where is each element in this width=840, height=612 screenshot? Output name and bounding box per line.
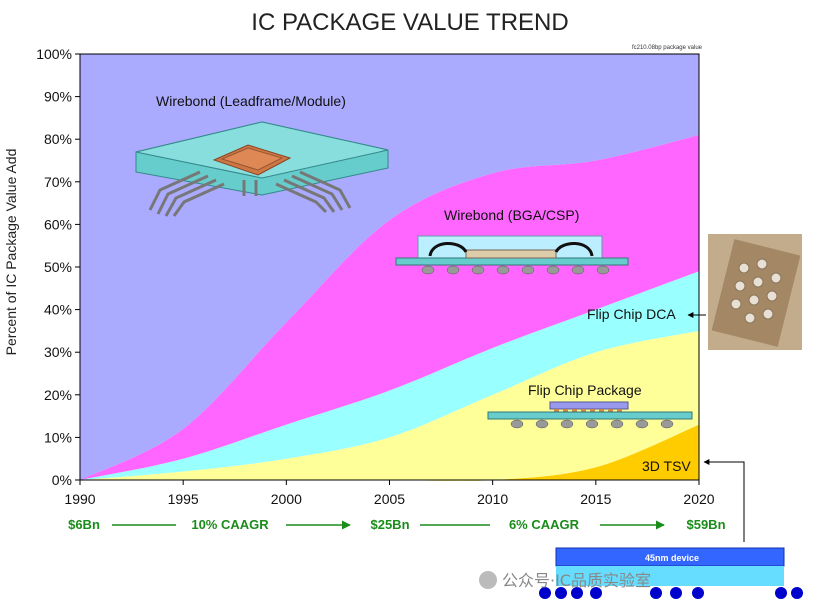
label-3d-tsv: 3D TSV <box>642 458 691 474</box>
y-tick-labels: 0% 10% 20% 30% 40% 50% 60% 70% 80% 90% 100% <box>36 46 72 488</box>
y-tick-label: 80% <box>44 131 72 147</box>
growth-cagr-1: 10% CAAGR <box>191 517 269 532</box>
y-tick-label: 0% <box>52 472 72 488</box>
label-wirebond-leadframe: Wirebond (Leadframe/Module) <box>156 93 346 109</box>
label-wirebond-bga: Wirebond (BGA/CSP) <box>444 207 579 223</box>
x-tick-label: 1990 <box>64 491 95 507</box>
area-wirebond-bga-csp <box>80 134 699 480</box>
y-tick-label: 50% <box>44 259 72 275</box>
watermark-text: 公众号·IC品质实验室 <box>502 571 651 590</box>
corner-note: fc210.08bp package value <box>632 45 703 51</box>
y-tick-label: 100% <box>36 46 72 62</box>
x-tick-labels: 1990 1995 2000 2005 2010 2015 2020 <box>64 491 714 507</box>
tsv-arrow <box>703 459 745 542</box>
y-tick-label: 70% <box>44 174 72 190</box>
y-tick-label: 30% <box>44 344 72 360</box>
y-tick-label: 10% <box>44 429 72 445</box>
wechat-icon <box>479 571 497 589</box>
bga-package-illustration <box>395 235 629 275</box>
chart-title: IC PACKAGE VALUE TREND <box>251 9 568 36</box>
x-tick-label: 2000 <box>271 491 302 507</box>
flip-chip-dca-photo <box>708 234 802 350</box>
label-flip-chip-dca: Flip Chip DCA <box>587 306 676 322</box>
growth-mid: $25Bn <box>370 517 409 532</box>
label-flip-chip-package: Flip Chip Package <box>528 382 642 398</box>
growth-cagr-2: 6% CAAGR <box>509 517 580 532</box>
growth-row: $6Bn 10% CAAGR $25Bn 6% CAAGR $59Bn <box>68 517 725 532</box>
x-tick-label: 2020 <box>683 491 714 507</box>
y-axis-label: Percent of IC Package Value Add <box>3 149 19 356</box>
y-tick-label: 20% <box>44 387 72 403</box>
watermark: 公众号·IC品质实验室 <box>479 571 651 590</box>
flipchip-package-illustration <box>487 401 693 429</box>
y-tick-label: 40% <box>44 302 72 318</box>
x-tick-label: 2015 <box>580 491 611 507</box>
leadframe-package-illustration <box>135 121 389 217</box>
area-3d-tsv <box>80 424 699 481</box>
y-tick-label: 90% <box>44 89 72 105</box>
axes <box>75 53 700 485</box>
x-tick-label: 2005 <box>374 491 405 507</box>
label-45nm-device: 45nm device <box>645 553 699 563</box>
growth-start: $6Bn <box>68 517 100 532</box>
growth-end: $59Bn <box>686 517 725 532</box>
x-tick-label: 2010 <box>477 491 508 507</box>
tsv-device-illustration <box>539 547 803 599</box>
area-flip-chip-package <box>80 330 699 481</box>
x-tick-label: 1995 <box>168 491 199 507</box>
y-tick-label: 60% <box>44 216 72 232</box>
